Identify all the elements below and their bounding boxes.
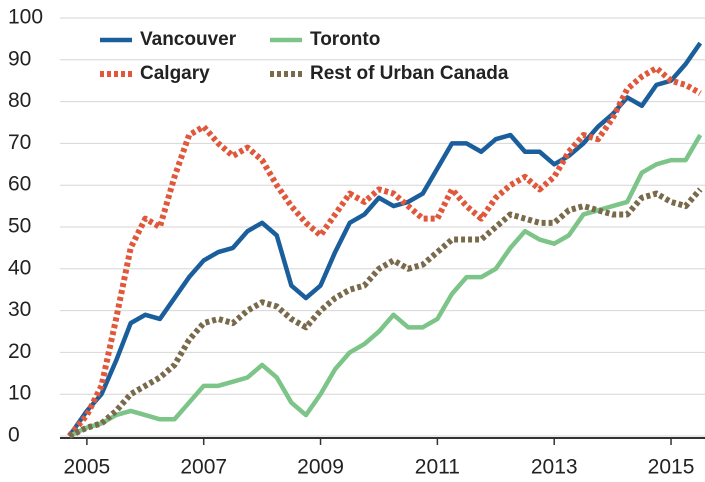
y-tick-label: 90 [8, 47, 31, 70]
x-tick-label: 2009 [297, 456, 344, 479]
series-line [67, 41, 703, 438]
series-line [68, 133, 703, 439]
legend-label: Rest of Urban Canada [310, 63, 509, 84]
y-tick-label: 70 [8, 131, 31, 154]
legend-label: Calgary [140, 63, 210, 84]
series-line [68, 187, 703, 439]
y-tick-label: 80 [8, 89, 31, 112]
y-tick-label: 40 [8, 256, 31, 279]
y-tick-label: 10 [8, 382, 31, 405]
y-tick-label: 50 [8, 215, 31, 238]
y-tick-label: 60 [8, 173, 31, 196]
y-tick-label: 30 [8, 298, 31, 321]
legend-label: Toronto [310, 29, 380, 50]
y-tick-label: 20 [8, 340, 31, 363]
x-tick-label: 2005 [64, 456, 111, 479]
x-tick-label: 2015 [648, 456, 695, 479]
series-line [67, 65, 702, 438]
x-tick-label: 2011 [415, 456, 460, 479]
x-tick-label: 2013 [531, 456, 578, 479]
y-tick-label: 0 [8, 424, 20, 447]
legend-label: Vancouver [140, 29, 237, 50]
y-tick-label: 100 [8, 6, 43, 29]
x-tick-label: 2007 [180, 456, 227, 479]
